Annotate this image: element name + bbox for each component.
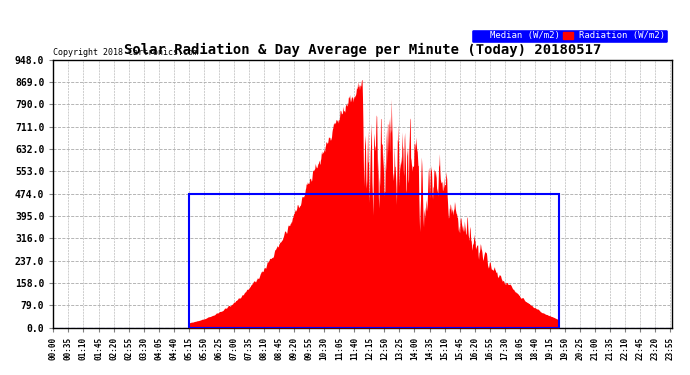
Bar [189,194,558,328]
Legend: Median (W/m2), Radiation (W/m2): Median (W/m2), Radiation (W/m2) [471,29,668,43]
Text: Copyright 2018 Cartronics.com: Copyright 2018 Cartronics.com [53,48,199,57]
Title: Solar Radiation & Day Average per Minute (Today) 20180517: Solar Radiation & Day Average per Minute… [124,43,602,57]
